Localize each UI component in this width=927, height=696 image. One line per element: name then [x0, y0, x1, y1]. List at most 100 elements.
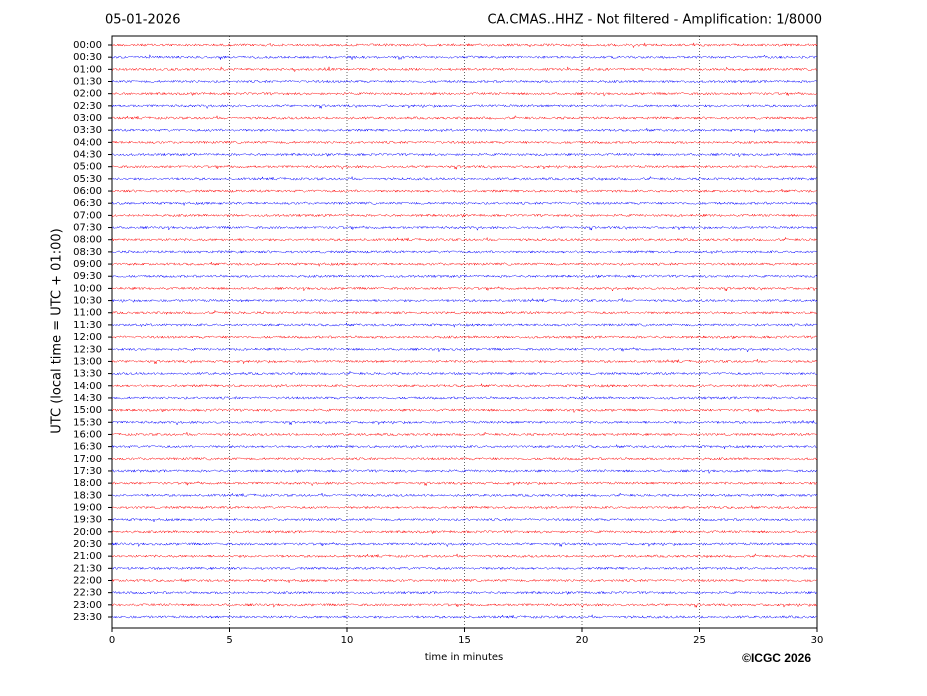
- y-tick-label: 09:30: [73, 271, 102, 282]
- y-tick-label: 22:30: [73, 588, 102, 599]
- y-tick-label: 03:00: [73, 113, 102, 124]
- seismic-trace: [111, 443, 817, 450]
- x-tick-label: 0: [109, 635, 115, 646]
- seismic-trace: [111, 201, 818, 207]
- y-tick-label: 02:00: [73, 89, 102, 100]
- seismic-trace: [111, 322, 817, 329]
- y-tick-label: 20:00: [73, 527, 102, 538]
- seismic-trace: [111, 541, 817, 548]
- seismic-trace: [111, 370, 818, 376]
- y-tick-label: 23:30: [73, 612, 102, 623]
- date-title: 05-01-2026: [105, 13, 181, 28]
- y-axis-label: UTC (local time = UTC + 01:00): [50, 228, 65, 433]
- y-tick-label: 21:00: [73, 551, 102, 562]
- seismic-trace: [111, 613, 817, 619]
- seismic-trace: [111, 419, 817, 426]
- x-tick-label: 15: [458, 635, 471, 646]
- seismic-trace: [111, 456, 818, 461]
- seismic-trace: [111, 42, 818, 49]
- seismic-trace: [111, 152, 817, 158]
- y-tick-label: 18:00: [73, 478, 102, 489]
- y-tick-label: 04:30: [73, 150, 102, 161]
- y-tick-label: 00:00: [73, 40, 102, 51]
- y-tick-label: 12:00: [73, 332, 102, 343]
- y-tick-label: 16:30: [73, 442, 102, 453]
- x-axis-label: time in minutes: [425, 652, 504, 663]
- seismic-trace: [111, 407, 818, 414]
- seismic-trace: [112, 492, 818, 498]
- y-tick-label: 06:00: [73, 186, 102, 197]
- copyright: ©ICGC 2026: [742, 651, 811, 665]
- seismic-trace: [111, 577, 818, 584]
- seismic-trace: [111, 188, 818, 194]
- y-tick-label: 19:30: [73, 515, 102, 526]
- y-tick-label: 01:30: [73, 77, 102, 88]
- y-tick-label: 09:00: [73, 259, 102, 270]
- seismic-trace: [111, 225, 818, 232]
- y-tick-label: 13:30: [73, 369, 102, 380]
- seismic-trace: [111, 297, 818, 303]
- seismic-trace: [111, 358, 818, 365]
- seismic-trace: [111, 79, 818, 84]
- y-tick-label: 11:30: [73, 320, 102, 331]
- seismic-trace: [111, 140, 817, 145]
- seismic-trace: [111, 602, 817, 609]
- seismic-trace: [111, 103, 817, 110]
- y-tick-label: 06:30: [73, 198, 102, 209]
- y-tick-label: 05:00: [73, 162, 102, 173]
- y-tick-label: 14:00: [73, 381, 102, 392]
- y-tick-label: 08:30: [73, 247, 102, 258]
- seismic-trace: [111, 395, 818, 401]
- y-tick-label: 15:00: [73, 405, 102, 416]
- y-tick-label: 17:00: [73, 454, 102, 465]
- y-tick-label: 07:30: [73, 223, 102, 234]
- y-tick-label: 14:30: [73, 393, 102, 404]
- y-tick-label: 17:30: [73, 466, 102, 477]
- seismic-trace: [111, 431, 818, 437]
- y-tick-label: 10:30: [73, 296, 102, 307]
- seismic-trace: [111, 114, 818, 121]
- seismic-trace: [111, 480, 818, 487]
- seismic-trace: [111, 286, 818, 292]
- y-tick-label: 23:00: [73, 600, 102, 611]
- y-tick-label: 10:00: [73, 283, 102, 294]
- seismic-trace: [111, 53, 817, 61]
- x-tick-label: 30: [811, 635, 824, 646]
- y-tick-label: 07:00: [73, 210, 102, 221]
- y-tick-label: 01:00: [73, 64, 102, 75]
- y-tick-label: 22:00: [73, 575, 102, 586]
- y-tick-label: 11:00: [73, 308, 102, 319]
- y-tick-label: 20:30: [73, 539, 102, 550]
- y-tick-label: 05:30: [73, 174, 102, 185]
- y-tick-label: 04:00: [73, 137, 102, 148]
- x-tick-label: 25: [693, 635, 706, 646]
- y-tick-label: 15:30: [73, 417, 102, 428]
- chart-title: CA.CMAS..HHZ - Not filtered - Amplificat…: [487, 13, 822, 28]
- seismic-trace: [111, 175, 818, 182]
- seismic-trace: [111, 249, 818, 255]
- seismic-trace: [112, 590, 818, 596]
- seismic-trace: [111, 517, 817, 523]
- y-tick-label: 21:30: [73, 563, 102, 574]
- seismic-trace: [111, 382, 818, 389]
- seismic-trace: [111, 334, 818, 340]
- seismic-trace: [111, 66, 818, 73]
- y-tick-label: 03:30: [73, 125, 102, 136]
- x-tick-label: 20: [576, 635, 589, 646]
- y-tick-label: 00:30: [73, 52, 102, 63]
- x-tick-label: 5: [226, 635, 232, 646]
- x-tick-label: 10: [341, 635, 354, 646]
- plot-frame: [111, 35, 818, 629]
- seismic-trace: [111, 164, 817, 171]
- y-tick-label: 08:00: [73, 235, 102, 246]
- seismic-trace: [111, 566, 818, 571]
- y-tick-label: 16:00: [73, 429, 102, 440]
- y-tick-label: 02:30: [73, 101, 102, 112]
- seismic-trace: [111, 347, 818, 353]
- seismic-trace: [111, 504, 817, 510]
- seismic-trace: [111, 127, 818, 134]
- seismic-trace: [111, 553, 818, 559]
- seismic-trace: [111, 529, 818, 535]
- seismic-trace: [111, 309, 818, 316]
